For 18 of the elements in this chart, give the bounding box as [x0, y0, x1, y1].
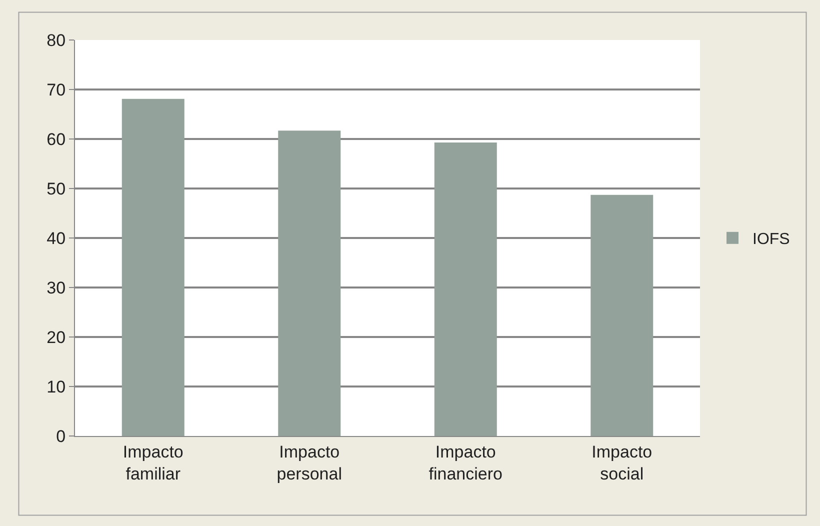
y-tick-label: 60: [46, 130, 66, 149]
x-tick-label: Impacto social: [592, 442, 652, 484]
x-tick-label: Impacto familiar: [122, 442, 184, 484]
y-tick-label: 70: [46, 80, 66, 100]
legend-label: IOFS: [752, 231, 790, 248]
y-tick-label: 80: [46, 30, 66, 50]
bar: [122, 98, 184, 436]
bar: [590, 194, 654, 436]
y-tick-label: 20: [46, 328, 66, 347]
y-tick-label: 30: [46, 278, 66, 298]
y-tick-label: 10: [46, 377, 66, 396]
x-tick-label: Impacto financiero: [428, 442, 502, 484]
y-tick-label: 50: [46, 179, 66, 198]
y-tick-label: 40: [46, 228, 66, 248]
bar: [278, 130, 341, 436]
y-tick-label: 0: [56, 426, 66, 446]
bar: [434, 142, 497, 436]
x-tick-label: Impacto personal: [276, 442, 342, 484]
